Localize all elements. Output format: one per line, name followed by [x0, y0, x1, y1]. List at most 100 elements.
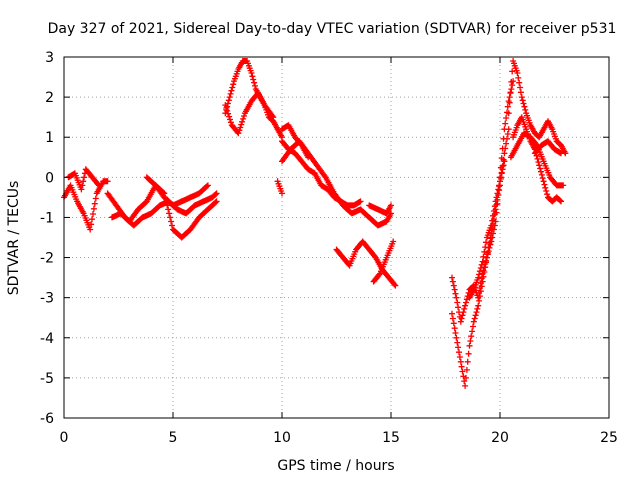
- data-point: [514, 70, 521, 76]
- data-point: [475, 274, 482, 281]
- data-point: [470, 323, 476, 330]
- data-point: [453, 334, 460, 341]
- data-point: [479, 258, 486, 265]
- data-point: [534, 155, 541, 162]
- data-point: [228, 87, 235, 94]
- data-point: [491, 203, 498, 210]
- x-axis-label: GPS time / hours: [277, 458, 394, 474]
- data-points: [61, 58, 569, 389]
- data-point: [95, 182, 102, 189]
- data-point: [169, 222, 175, 229]
- data-point: [462, 382, 469, 389]
- data-point: [489, 234, 496, 241]
- data-point: [451, 325, 458, 332]
- data-point: [462, 302, 469, 309]
- data-point: [454, 299, 461, 306]
- data-point: [488, 238, 495, 245]
- data-point: [168, 218, 175, 225]
- data-point: [250, 76, 257, 83]
- data-point: [494, 190, 501, 197]
- data-point: [476, 285, 483, 291]
- data-point: [477, 280, 484, 287]
- data-point: [391, 281, 398, 288]
- data-point: [227, 116, 233, 123]
- grid: [64, 57, 609, 418]
- data-point: [452, 290, 459, 297]
- data-point: [455, 344, 462, 351]
- data-point: [492, 198, 499, 205]
- y-tick-label: -3: [40, 291, 54, 307]
- data-point: [503, 115, 510, 121]
- data-point: [226, 113, 233, 120]
- data-point: [540, 178, 547, 185]
- chart-title: Day 327 of 2021, Sidereal Day-to-day VTE…: [48, 21, 617, 37]
- data-point: [509, 68, 516, 75]
- data-point: [87, 226, 94, 233]
- data-point: [542, 184, 549, 191]
- data-point: [541, 181, 548, 188]
- data-point: [450, 282, 457, 289]
- data-point: [485, 248, 492, 255]
- data-point: [213, 198, 220, 205]
- data-point: [458, 315, 465, 322]
- data-point: [223, 105, 230, 111]
- data-point: [537, 165, 544, 172]
- data-point: [498, 155, 505, 162]
- data-point: [239, 118, 246, 125]
- data-point: [474, 305, 481, 312]
- data-point: [305, 154, 312, 161]
- data-point: [449, 278, 456, 285]
- data-point: [90, 205, 97, 212]
- data-point: [476, 289, 483, 296]
- data-point: [486, 244, 493, 251]
- data-point: [501, 126, 508, 133]
- data-point: [321, 173, 328, 179]
- data-point: [467, 338, 474, 344]
- data-point: [471, 315, 478, 322]
- data-point: [454, 339, 461, 346]
- data-point: [449, 315, 456, 322]
- data-point: [507, 89, 514, 96]
- data-point: [357, 198, 364, 205]
- data-point: [376, 271, 383, 278]
- data-point: [80, 178, 87, 185]
- data-point: [240, 115, 247, 122]
- data-point: [538, 171, 545, 178]
- data-point: [453, 294, 460, 301]
- data-point: [466, 342, 473, 349]
- x-tick-label: 10: [273, 430, 291, 446]
- data-point: [465, 350, 472, 357]
- data-point: [533, 141, 540, 148]
- y-tick-label: -1: [40, 210, 54, 226]
- data-point: [89, 216, 95, 223]
- data-point: [469, 328, 476, 335]
- data-point: [483, 239, 489, 246]
- data-point: [517, 84, 524, 91]
- data-point: [230, 81, 237, 88]
- data-point: [91, 200, 98, 207]
- data-point: [543, 188, 550, 194]
- y-axis-label: SDTVAR / TECUs: [6, 181, 22, 296]
- data-point: [520, 100, 527, 107]
- data-point: [496, 182, 503, 189]
- data-point: [508, 86, 515, 93]
- data-point: [167, 214, 174, 221]
- data-point: [236, 127, 243, 134]
- y-tick-label: 0: [45, 170, 54, 186]
- data-point: [499, 145, 506, 152]
- data-point: [506, 94, 513, 101]
- data-point: [476, 271, 483, 278]
- data-point: [92, 195, 99, 202]
- data-point: [481, 248, 488, 255]
- y-tick-label: 1: [45, 130, 54, 146]
- data-point: [488, 222, 495, 229]
- data-point: [468, 333, 475, 340]
- y-tick-label: 3: [45, 50, 54, 66]
- data-point: [452, 330, 459, 336]
- data-point: [450, 320, 457, 327]
- data-point: [515, 74, 522, 81]
- data-point: [248, 70, 255, 76]
- data-point: [539, 175, 546, 182]
- data-point: [212, 199, 219, 206]
- data-point: [560, 182, 567, 189]
